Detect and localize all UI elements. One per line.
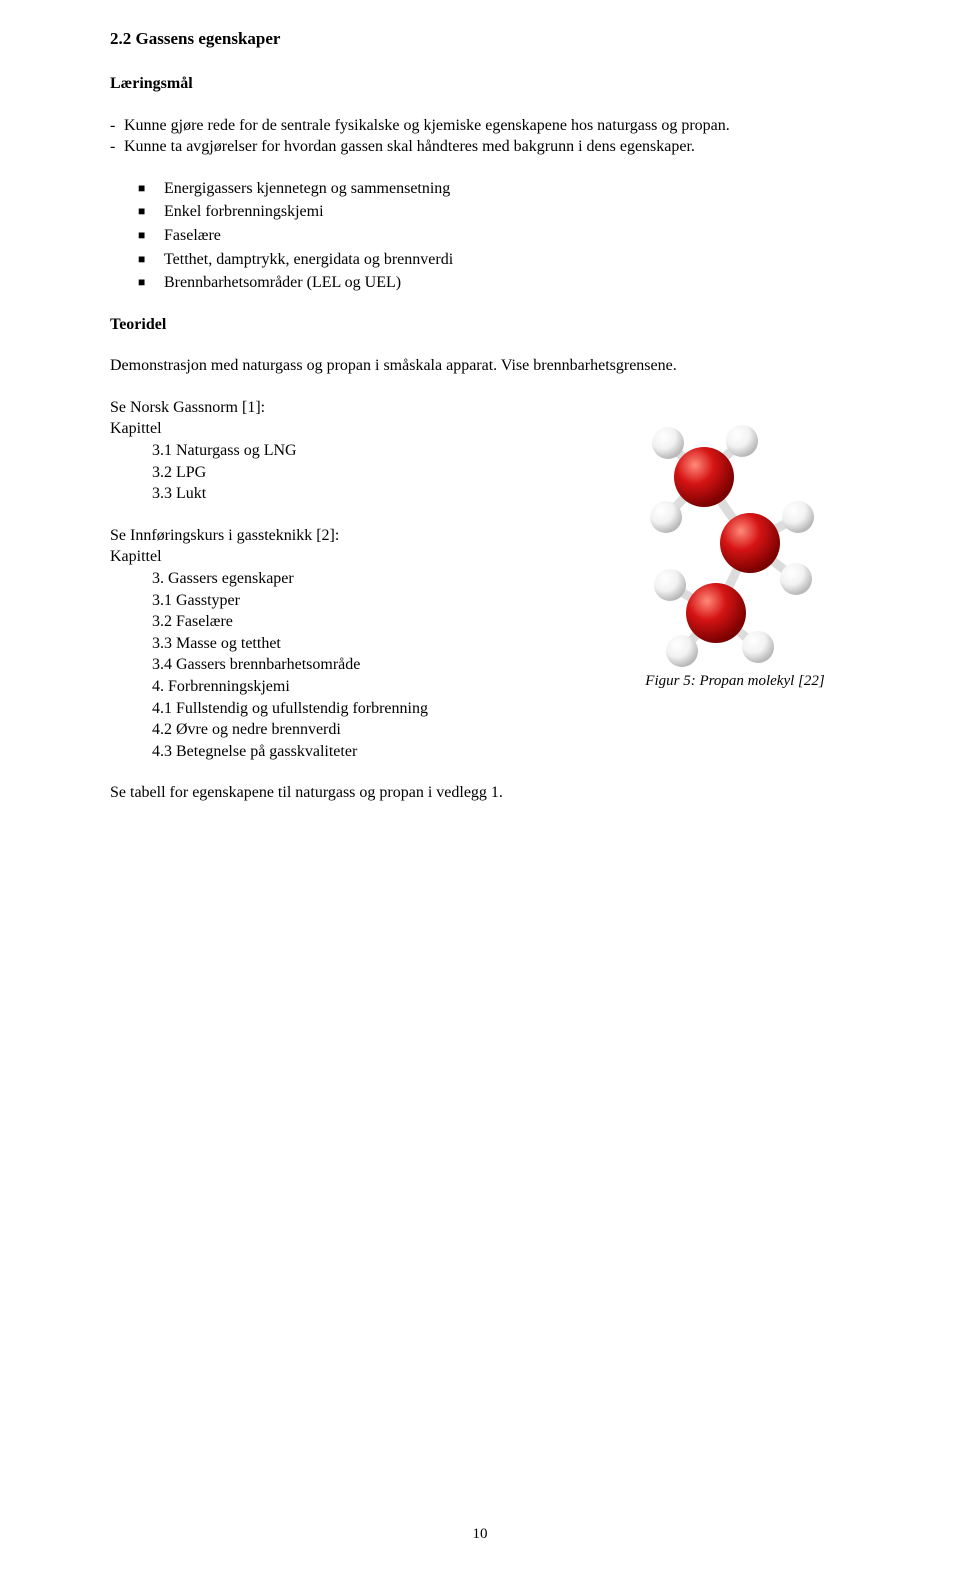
square-bullet: ■ [138, 249, 164, 271]
square-item: ■Tetthet, damptrykk, energidata og brenn… [138, 249, 850, 271]
dash-bullet: - [110, 136, 124, 158]
ref-item: 3.2 LPG [152, 462, 620, 484]
ref-item: 3.3 Masse og tetthet [152, 633, 620, 655]
square-text: Enkel forbrenningskjemi [164, 201, 850, 223]
teoridel-heading: Teoridel [110, 314, 850, 336]
square-text: Tetthet, damptrykk, energidata og brennv… [164, 249, 850, 271]
ref2-head: Se Innføringskurs i gassteknikk [2]: [110, 525, 620, 547]
square-list: ■Energigassers kjennetegn og sammensetni… [110, 178, 850, 294]
ref-item: 4.1 Fullstendig og ufullstendig forbrenn… [152, 698, 620, 720]
ref-item: 3.3 Lukt [152, 483, 620, 505]
square-item: ■Energigassers kjennetegn og sammensetni… [138, 178, 850, 200]
content-row: Se Norsk Gassnorm [1]: Kapittel 3.1 Natu… [110, 397, 850, 824]
dash-text: Kunne ta avgjørelser for hvordan gassen … [124, 136, 850, 158]
square-bullet: ■ [138, 225, 164, 247]
ref-item: 3.4 Gassers brennbarhetsområde [152, 654, 620, 676]
figure-caption: Figur 5: Propan molekyl [22] [645, 671, 824, 691]
ref-item: 3. Gassers egenskaper [152, 568, 620, 590]
square-bullet: ■ [138, 178, 164, 200]
ref-item: 3.1 Naturgass og LNG [152, 440, 620, 462]
demo-paragraph: Demonstrasjon med naturgass og propan i … [110, 355, 850, 377]
page-number: 10 [0, 1524, 960, 1544]
square-bullet: ■ [138, 272, 164, 294]
square-item: ■Enkel forbrenningskjemi [138, 201, 850, 223]
square-bullet: ■ [138, 201, 164, 223]
ref1-head: Se Norsk Gassnorm [1]: [110, 397, 620, 419]
dash-item: -Kunne gjøre rede for de sentrale fysika… [110, 115, 850, 137]
figure-column: Figur 5: Propan molekyl [22] [620, 397, 850, 691]
content-left: Se Norsk Gassnorm [1]: Kapittel 3.1 Natu… [110, 397, 620, 824]
square-text: Energigassers kjennetegn og sammensetnin… [164, 178, 850, 200]
learning-goals-heading: Læringsmål [110, 73, 850, 95]
ref1-sub: Kapittel [110, 418, 620, 440]
ref-item: 3.2 Faselære [152, 611, 620, 633]
propane-molecule-icon [630, 407, 840, 667]
square-item: ■Brennbarhetsområder (LEL og UEL) [138, 272, 850, 294]
ref-item: 3.1 Gasstyper [152, 590, 620, 612]
ref2-sub: Kapittel [110, 546, 620, 568]
dash-bullet: - [110, 115, 124, 137]
square-text: Faselære [164, 225, 850, 247]
ref-block-2: Se Innføringskurs i gassteknikk [2]: Kap… [110, 525, 620, 763]
dash-text: Kunne gjøre rede for de sentrale fysikal… [124, 115, 850, 137]
ref1-items: 3.1 Naturgass og LNG3.2 LPG3.3 Lukt [110, 440, 620, 505]
square-item: ■Faselære [138, 225, 850, 247]
dash-item: -Kunne ta avgjørelser for hvordan gassen… [110, 136, 850, 158]
dash-list: -Kunne gjøre rede for de sentrale fysika… [110, 115, 850, 158]
ref-block-1: Se Norsk Gassnorm [1]: Kapittel 3.1 Natu… [110, 397, 620, 505]
ref-item: 4. Forbrenningskjemi [152, 676, 620, 698]
ref-item: 4.3 Betegnelse på gasskvaliteter [152, 741, 620, 763]
bottom-paragraph: Se tabell for egenskapene til naturgass … [110, 782, 620, 804]
ref-item: 4.2 Øvre og nedre brennverdi [152, 719, 620, 741]
section-title: 2.2 Gassens egenskaper [110, 28, 850, 51]
ref2-items: 3. Gassers egenskaper3.1 Gasstyper3.2 Fa… [110, 568, 620, 762]
square-text: Brennbarhetsområder (LEL og UEL) [164, 272, 850, 294]
